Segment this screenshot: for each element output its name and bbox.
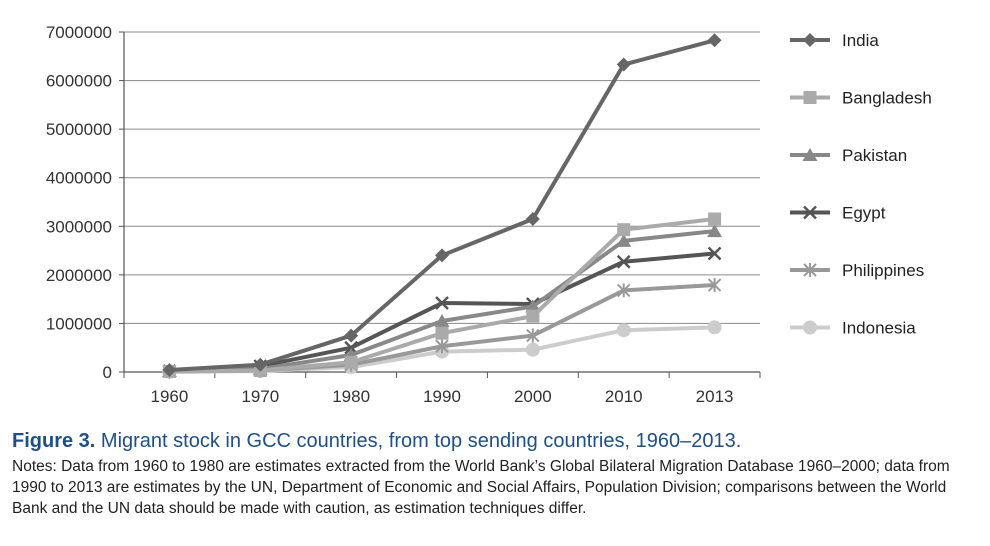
y-tick-label: 6000000 [46,72,112,91]
y-tick-label: 7000000 [46,23,112,42]
data-point-egypt [435,296,449,310]
marker-shape [803,205,817,220]
legend-item-philippines: Philippines [790,261,924,280]
data-point-india [525,212,540,226]
data-point-india [253,357,268,372]
marker-shape [525,212,540,226]
marker-shape [525,342,540,357]
y-tick-label: 2000000 [46,266,112,285]
data-point-india [707,33,722,48]
legend-marker [803,91,817,104]
x-tick-label: 1980 [332,387,370,406]
marker-shape [344,328,359,343]
marker-shape [708,212,722,226]
y-tick-label: 4000000 [46,169,112,188]
legend-label: Indonesia [842,319,916,338]
marker-shape [435,326,449,340]
y-tick-label: 5000000 [46,120,112,139]
marker-shape [802,148,818,161]
series-lines [161,33,723,379]
legend-item-bangladesh: Bangladesh [790,89,932,108]
data-point-pakistan [707,224,723,238]
x-tick-label: 1970 [241,387,279,406]
legend-label: Philippines [842,261,924,280]
marker-shape [434,314,450,327]
legend-label: Egypt [842,204,886,223]
data-point-india [344,328,359,343]
marker-shape [616,233,632,247]
data-point-india [435,248,449,263]
data-point-pakistan [434,314,450,327]
data-point-bangladesh [708,212,722,226]
legend-label: Bangladesh [842,89,932,108]
legend-marker [803,33,817,47]
x-tick-label: 1990 [423,387,461,406]
y-tick-label: 0 [103,363,112,382]
line-chart: 0 1000000 2000000 3000000 4000000 5000000 6000… [46,23,932,406]
marker-shape [707,33,722,48]
marker-shape [803,91,817,104]
data-point-indonesia [707,320,722,335]
data-point-philippines [435,339,449,354]
x-tick-label: 2010 [605,387,643,406]
marker-shape [707,320,722,335]
marker-shape [616,254,631,269]
y-tick-label: 3000000 [46,217,112,236]
legend-marker [803,205,817,220]
marker-shape [344,355,358,369]
data-point-pakistan [616,233,632,247]
data-point-egypt [616,254,631,269]
data-point-philippines [526,328,540,343]
marker-shape [617,223,631,237]
data-point-philippines [617,283,631,298]
data-point-pakistan [525,299,541,313]
marker-shape [435,296,449,310]
legend-marker [802,148,818,161]
legend-item-indonesia: Indonesia [790,319,916,338]
x-tick-label: 1960 [151,387,189,406]
legend-marker [803,320,817,335]
marker-shape [253,357,268,372]
data-point-philippines [707,278,722,293]
data-point-bangladesh [344,355,358,369]
marker-shape [344,340,359,355]
figure-number: Figure 3. [12,430,96,452]
data-point-bangladesh [435,326,449,340]
legend-item-india: India [790,31,879,50]
marker-shape [707,224,723,238]
marker-shape [616,57,631,72]
axes: 0 1000000 2000000 3000000 4000000 5000000 6000… [46,23,761,406]
data-point-bangladesh [526,309,540,323]
data-point-india [616,57,631,72]
marker-shape [526,309,540,323]
data-point-egypt [707,246,722,261]
marker-shape [616,323,631,338]
legend: India Bangladesh Pakistan Egypt Philippines I… [790,31,932,338]
legend-label: Pakistan [842,146,907,165]
marker-shape [803,33,817,47]
marker-shape [525,299,541,313]
grid-lines [124,31,760,324]
legend-item-egypt: Egypt [790,204,886,223]
legend-item-pakistan: Pakistan [790,146,907,165]
figure-caption: Figure 3. Migrant stock in GCC countries… [12,428,982,519]
y-tick-label: 1000000 [46,314,112,333]
data-point-india [162,363,177,378]
figure-notes: Notes: Data from 1960 to 1980 are estima… [12,458,950,517]
legend-marker [803,263,817,277]
marker-shape [707,246,722,261]
marker-shape [803,320,817,335]
x-tick-label: 2000 [514,387,552,406]
legend-label: India [842,31,879,50]
data-point-bangladesh [617,223,631,237]
data-point-indonesia [616,323,631,338]
figure-title-text: Migrant stock in GCC countries, from top… [100,430,742,452]
marker-shape [435,248,449,263]
figure-title: Figure 3. Migrant stock in GCC countries… [12,428,982,454]
x-tick-label: 2013 [696,387,734,406]
marker-shape [162,363,177,378]
data-point-indonesia [525,342,540,357]
